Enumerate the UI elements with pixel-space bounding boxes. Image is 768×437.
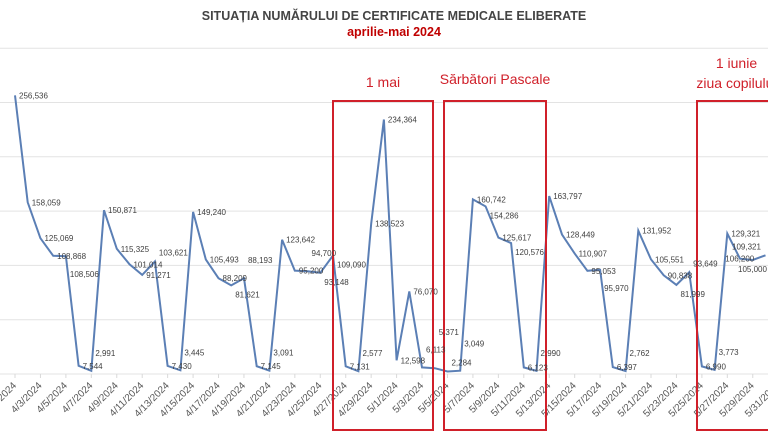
annotation-label: 1 iunie	[716, 55, 757, 71]
data-label: 7,145	[261, 362, 282, 371]
data-label: 154,286	[490, 211, 519, 220]
data-label: 108,868	[57, 252, 86, 261]
data-label: 123,642	[286, 236, 315, 245]
data-label: 256,536	[19, 91, 48, 100]
data-label: 90,838	[668, 271, 693, 280]
data-label: 105,551	[655, 255, 684, 264]
data-label: 81,621	[235, 290, 260, 299]
data-label: 101,014	[133, 260, 162, 269]
data-label: 110,907	[579, 250, 608, 259]
data-label: 2,990	[541, 349, 562, 358]
data-label: 129,321	[731, 230, 760, 239]
data-labels: 256,536 158,059 125,069 108,868 108,506 7,544…	[19, 91, 767, 372]
data-label: 105,000	[738, 265, 767, 274]
data-label: 2,762	[630, 349, 651, 358]
annotations: 1 mai Sărbători Pascale 1 iunie ziua copilu…	[332, 55, 768, 431]
data-label: 95,970	[604, 284, 629, 293]
data-label: 128,449	[566, 231, 595, 240]
data-label: 109,090	[337, 261, 366, 270]
data-label: 138,523	[375, 220, 404, 229]
data-label: 91,271	[146, 271, 171, 280]
data-label: 3,445	[184, 348, 205, 357]
data-label: 158,059	[32, 198, 61, 207]
data-label: 12,598	[401, 356, 426, 365]
highlight-box	[443, 100, 547, 431]
data-label: 93,148	[324, 278, 349, 287]
chart-subtitle: aprilie-mai 2024	[347, 25, 441, 39]
data-label: 6,990	[706, 362, 727, 371]
data-label: 88,209	[223, 274, 248, 283]
data-label: 160,742	[477, 195, 506, 204]
data-label: 81,999	[680, 290, 705, 299]
highlight-box	[332, 100, 434, 431]
data-label: 7,544	[83, 362, 104, 371]
data-label: 94,700	[312, 249, 337, 258]
data-label: 163,797	[553, 192, 582, 201]
data-label: 108,506	[70, 270, 99, 279]
annotation-label: ziua copilului	[696, 75, 768, 91]
data-label: 105,493	[210, 255, 239, 264]
data-label: 150,871	[108, 206, 137, 215]
data-label: 131,952	[642, 227, 671, 236]
data-label: 6,113	[426, 345, 446, 354]
data-label: 3,091	[273, 349, 294, 358]
data-label: 149,240	[197, 208, 226, 217]
data-label: 95,053	[591, 267, 616, 276]
data-label: 6,123	[528, 363, 549, 372]
data-label: 125,617	[502, 234, 531, 243]
highlight-box	[696, 100, 768, 431]
data-label: 125,069	[44, 234, 73, 243]
gridlines	[0, 47, 768, 375]
data-label: 3,049	[464, 340, 485, 349]
data-label: 93,649	[693, 259, 718, 268]
data-label: 6,397	[617, 363, 638, 372]
data-label: 2,991	[95, 349, 116, 358]
data-label: 109,321	[732, 242, 761, 251]
data-label: 106,200	[725, 255, 754, 264]
series-line	[14, 95, 766, 373]
data-label: 103,621	[159, 248, 188, 257]
data-label: 95,200	[299, 267, 324, 276]
annotation-label: Sărbători Pascale	[440, 71, 551, 87]
data-label: 76,070	[413, 287, 438, 296]
data-label: 115,325	[121, 245, 150, 254]
data-label: 120,576	[515, 248, 544, 257]
data-label: 5,371	[439, 328, 460, 337]
data-label: 7,430	[172, 362, 193, 371]
data-label: 2,577	[362, 349, 383, 358]
chart-title: SITUAȚIA NUMĂRULUI DE CERTIFICATE MEDICA…	[202, 8, 586, 23]
data-label: 234,364	[388, 115, 417, 124]
data-label: 88,193	[248, 256, 273, 265]
x-axis-ticks: 4/1/20244/3/20244/5/20244/7/20244/9/2024…	[0, 374, 768, 420]
data-label: 3,773	[719, 348, 740, 357]
data-label: 7,131	[350, 362, 371, 371]
annotation-label: 1 mai	[366, 74, 400, 90]
data-label: 2,284	[451, 359, 472, 368]
